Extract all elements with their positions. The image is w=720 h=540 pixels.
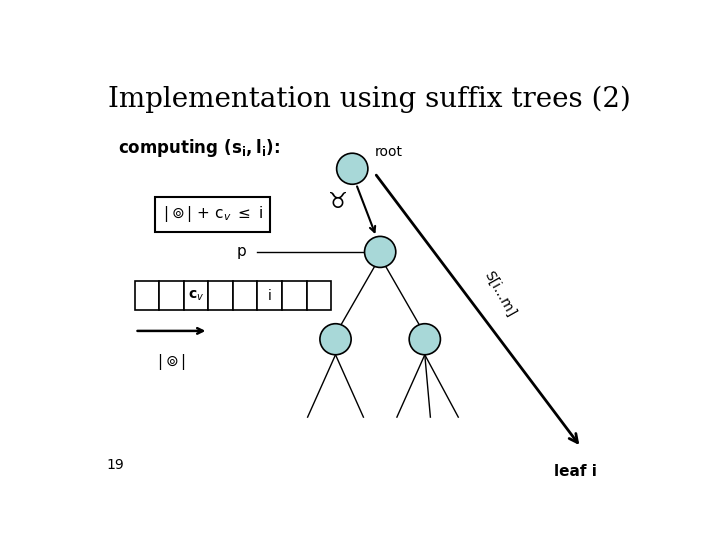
Text: i: i <box>268 288 271 302</box>
Text: leaf i: leaf i <box>554 464 597 479</box>
Ellipse shape <box>337 153 368 184</box>
Bar <box>184 281 208 310</box>
Text: p: p <box>236 245 246 259</box>
Text: $|\circledcirc|$: $|\circledcirc|$ <box>157 352 186 372</box>
Bar <box>135 281 159 310</box>
Text: ♉: ♉ <box>328 192 348 212</box>
Ellipse shape <box>364 237 396 267</box>
Bar <box>282 281 307 310</box>
Bar <box>233 281 258 310</box>
Text: Implementation using suffix trees (2): Implementation using suffix trees (2) <box>107 85 631 113</box>
Bar <box>258 281 282 310</box>
Text: computing ($\mathbf{s_i,l_i}$):: computing ($\mathbf{s_i,l_i}$): <box>118 137 280 159</box>
Text: root: root <box>374 145 402 159</box>
Bar <box>208 281 233 310</box>
Bar <box>307 281 331 310</box>
Text: S[i...m]: S[i...m] <box>482 268 518 319</box>
Text: 19: 19 <box>107 458 125 472</box>
Text: v: v <box>377 245 384 259</box>
Text: c$_v$: c$_v$ <box>188 288 204 303</box>
Ellipse shape <box>409 323 441 355</box>
Ellipse shape <box>320 323 351 355</box>
Bar <box>159 281 184 310</box>
Text: $|\circledcirc|$ + c$_v$ $\leq$ i: $|\circledcirc|$ + c$_v$ $\leq$ i <box>163 205 263 225</box>
